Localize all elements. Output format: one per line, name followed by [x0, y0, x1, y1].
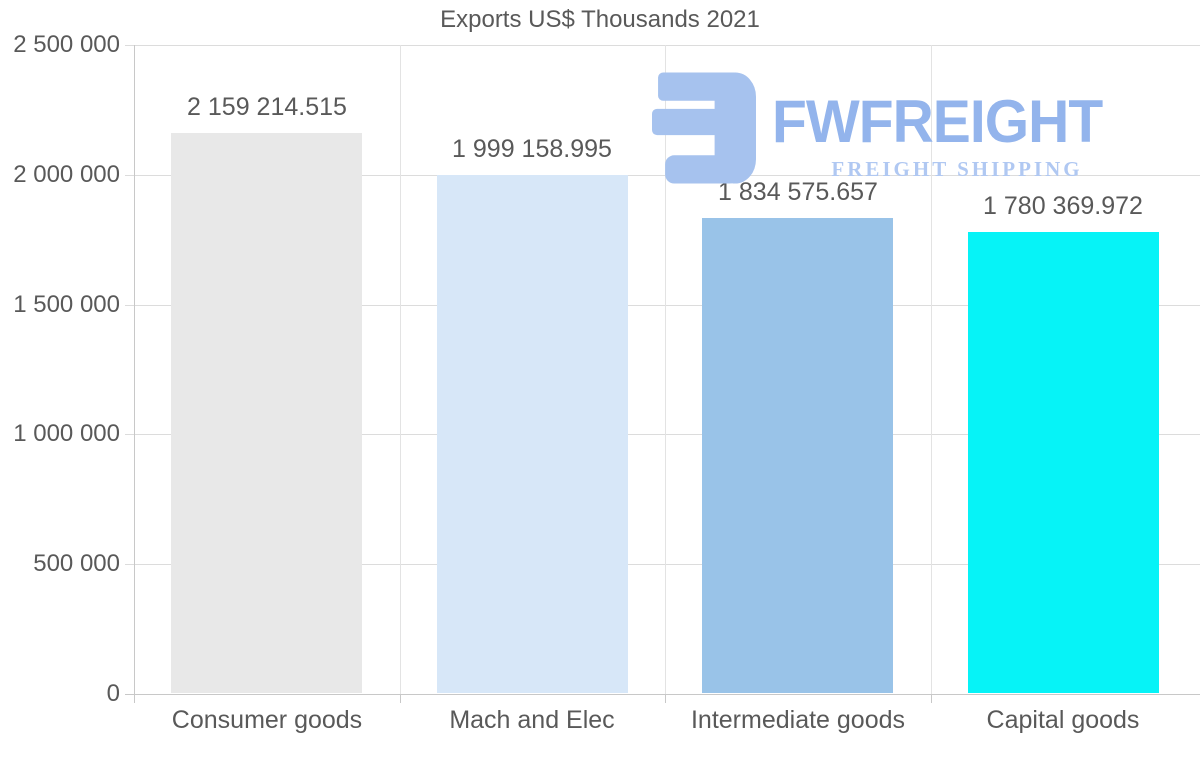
- bar-value-label: 1 780 369.972: [983, 192, 1143, 220]
- category-label: Consumer goods: [171, 706, 363, 734]
- gridline-vertical: [665, 45, 666, 694]
- bar-value-label: 1 834 575.657: [718, 178, 878, 206]
- bar-value-label: 1 999 158.995: [452, 135, 612, 163]
- gridline-horizontal: [125, 694, 1200, 695]
- bar-consumer-goods: [171, 133, 362, 693]
- gridline-horizontal: [125, 564, 1200, 565]
- y-axis-line: [134, 45, 135, 703]
- x-axis-tick: [400, 694, 401, 703]
- y-axis-tick-label: 1 500 000: [13, 291, 120, 318]
- y-axis-tick-label: 0: [106, 680, 120, 707]
- category-label: Intermediate goods: [690, 706, 906, 734]
- gridline-vertical: [400, 45, 401, 694]
- y-axis-tick-label: 2 000 000: [13, 161, 120, 188]
- category-label: Mach and Elec: [449, 706, 615, 734]
- gridline-horizontal: [125, 175, 1200, 176]
- y-axis-tick-label: 2 500 000: [13, 31, 120, 58]
- chart-title: Exports US$ Thousands 2021: [440, 6, 760, 33]
- bar-value-label: 2 159 214.515: [187, 93, 347, 121]
- bar-capital-goods: [968, 232, 1159, 693]
- fwfreight-logo-icon: [652, 72, 756, 184]
- category-label: Capital goods: [986, 706, 1140, 734]
- gridline-horizontal: [125, 305, 1200, 306]
- watermark: FWFREIGHT FREIGHT SHIPPING: [650, 68, 1150, 188]
- watermark-brand: FWFREIGHT: [772, 88, 1103, 155]
- watermark-text-block: FWFREIGHT FREIGHT SHIPPING: [772, 92, 1142, 182]
- x-axis-tick: [665, 694, 666, 703]
- y-axis-tick-label: 1 000 000: [13, 420, 120, 447]
- y-axis-tick-label: 500 000: [33, 550, 120, 577]
- gridline-horizontal: [125, 434, 1200, 435]
- gridline-horizontal: [125, 45, 1200, 46]
- bar-mach-and-elec: [437, 175, 628, 693]
- x-axis-tick: [931, 694, 932, 703]
- bar-intermediate-goods: [702, 218, 893, 693]
- gridline-vertical: [931, 45, 932, 694]
